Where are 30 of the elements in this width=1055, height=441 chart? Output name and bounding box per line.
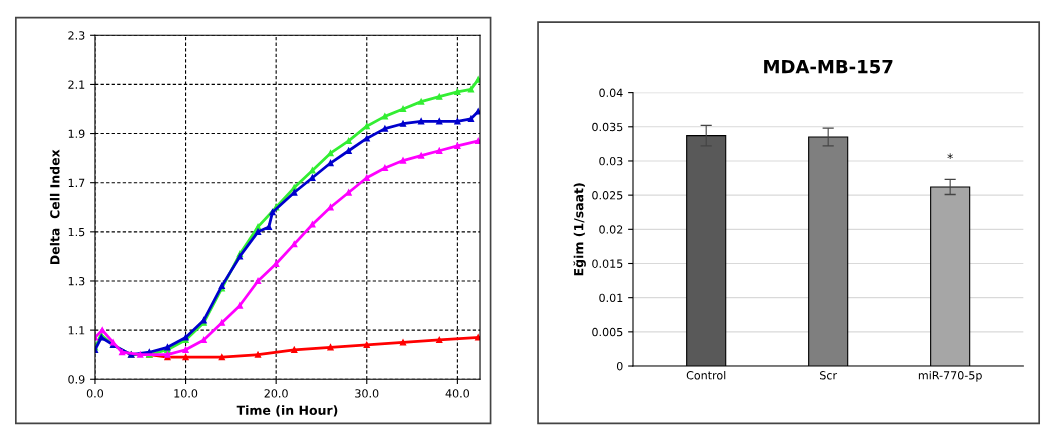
y-tick-label: 0.04 bbox=[599, 88, 623, 97]
x-tick-label: 40.0 bbox=[445, 389, 470, 398]
x-tick-label: 0.0 bbox=[86, 389, 104, 398]
y-tick-label: 2.1 bbox=[68, 80, 85, 89]
y-tick-label: 1.5 bbox=[68, 227, 85, 237]
y-tick-label: 1.3 bbox=[68, 276, 85, 286]
y-tick-label: 0.01 bbox=[599, 293, 623, 303]
x-axis-title: Time (in Hour) bbox=[236, 405, 338, 417]
x-tick-label: Scr bbox=[820, 371, 838, 380]
y-tick-label: 1.7 bbox=[68, 178, 85, 187]
x-tick-label: miR-770-5p bbox=[918, 370, 982, 382]
y-tick-label: 0.005 bbox=[592, 327, 623, 337]
annotation: * bbox=[947, 153, 953, 160]
y-tick-label: 1.9 bbox=[68, 129, 85, 138]
y-tick-label: 0.03 bbox=[599, 156, 623, 166]
y-tick-label: 0.02 bbox=[599, 225, 623, 234]
y-tick-label: 1.1 bbox=[68, 326, 85, 335]
y-tick-label: 0.015 bbox=[592, 259, 623, 268]
y-tick-label: 0 bbox=[616, 362, 623, 371]
y-tick-label: 0.025 bbox=[592, 191, 623, 200]
x-tick-label: 20.0 bbox=[264, 389, 288, 398]
x-tick-label: 30.0 bbox=[355, 389, 379, 398]
x-tick-label: 10.0 bbox=[174, 389, 198, 398]
y-tick-label: 2.3 bbox=[68, 31, 85, 40]
y-tick-label: 0.035 bbox=[592, 122, 623, 132]
y-axis-title: Delta Cell Index bbox=[49, 149, 60, 265]
x-tick-label: Control bbox=[686, 370, 726, 380]
chart-title: MDA-MB-157 bbox=[764, 60, 893, 74]
y-axis-title: Eğim (1/saat) bbox=[573, 183, 586, 276]
y-tick-label: 0.9 bbox=[68, 375, 85, 384]
